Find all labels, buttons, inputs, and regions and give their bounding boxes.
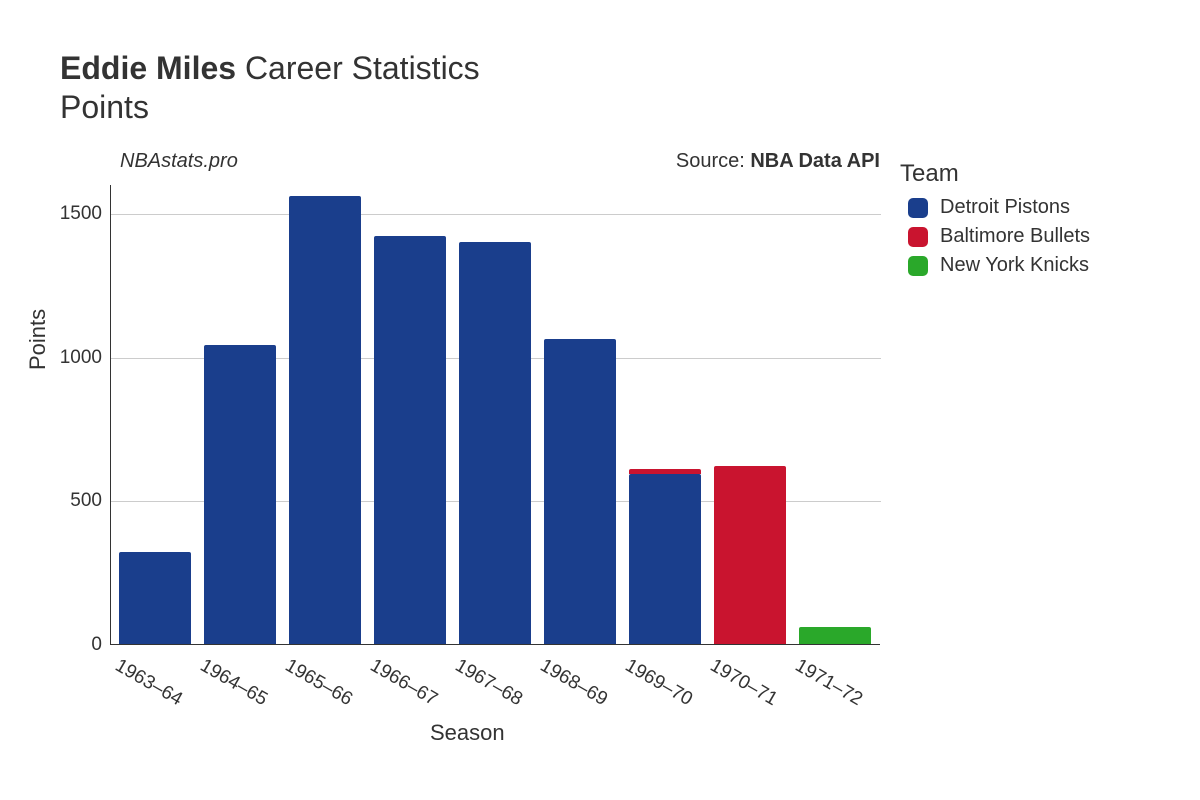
x-tick-label: 1968–69: [536, 655, 611, 711]
chart-container: Eddie Miles Career Statistics Points: [60, 50, 1160, 126]
x-tick-label: 1963–64: [111, 655, 186, 711]
x-tick-label: 1970–71: [706, 655, 781, 711]
legend-title: Team: [900, 160, 1090, 188]
bar-segment: [714, 466, 786, 644]
bar: [544, 339, 616, 644]
legend-swatch: [908, 198, 928, 218]
legend-swatch: [908, 256, 928, 276]
legend-item: New York Knicks: [900, 254, 1090, 277]
bar: [714, 466, 786, 644]
y-axis-title: Points: [25, 309, 51, 370]
y-tick-label: 500: [42, 490, 102, 512]
legend-label: New York Knicks: [940, 254, 1089, 277]
legend-item: Detroit Pistons: [900, 196, 1090, 219]
bar-segment: [459, 242, 531, 645]
bar-segment: [289, 196, 361, 645]
legend-label: Baltimore Bullets: [940, 225, 1090, 248]
source-prefix: Source:: [676, 150, 750, 172]
bar: [289, 196, 361, 645]
legend-label: Detroit Pistons: [940, 196, 1070, 219]
legend: Team Detroit Pistons Baltimore Bullets New…: [900, 160, 1090, 283]
bar-segment: [544, 339, 616, 644]
x-tick-label: 1971–72: [791, 655, 866, 711]
bar: [374, 236, 446, 644]
x-tick-label: 1969–70: [621, 655, 696, 711]
legend-swatch: [908, 227, 928, 247]
annotation-row: NBAstats.pro Source: NBA Data API: [120, 150, 880, 173]
bar-segment: [629, 474, 701, 644]
source-name: NBA Data API: [750, 150, 880, 172]
y-tick-label: 1500: [42, 203, 102, 225]
bar: [204, 345, 276, 644]
y-tick-label: 0: [42, 634, 102, 656]
x-tick-label: 1965–66: [281, 655, 356, 711]
watermark-label: NBAstats.pro: [120, 150, 238, 173]
bar-segment: [799, 627, 871, 644]
chart-title-line2: Points: [60, 89, 1160, 126]
chart-area: 0500100015001963–641964–651965–661966–67…: [110, 185, 880, 645]
x-tick-label: 1966–67: [366, 655, 441, 711]
bar-segment: [374, 236, 446, 644]
bar: [799, 627, 871, 644]
plot-region: [110, 185, 880, 645]
x-axis-title: Season: [430, 720, 505, 746]
bar: [119, 552, 191, 644]
bar: [629, 469, 701, 644]
chart-title-line1: Eddie Miles Career Statistics: [60, 50, 1160, 87]
y-tick-label: 1000: [42, 347, 102, 369]
source-label: Source: NBA Data API: [676, 150, 880, 173]
title-suffix: Career Statistics: [245, 50, 480, 86]
x-tick-label: 1964–65: [196, 655, 271, 711]
bar-segment: [119, 552, 191, 644]
bar: [459, 242, 531, 645]
player-name: Eddie Miles: [60, 50, 236, 86]
legend-item: Baltimore Bullets: [900, 225, 1090, 248]
bar-segment: [204, 345, 276, 644]
x-tick-label: 1967–68: [451, 655, 526, 711]
grid-line: [111, 214, 881, 215]
